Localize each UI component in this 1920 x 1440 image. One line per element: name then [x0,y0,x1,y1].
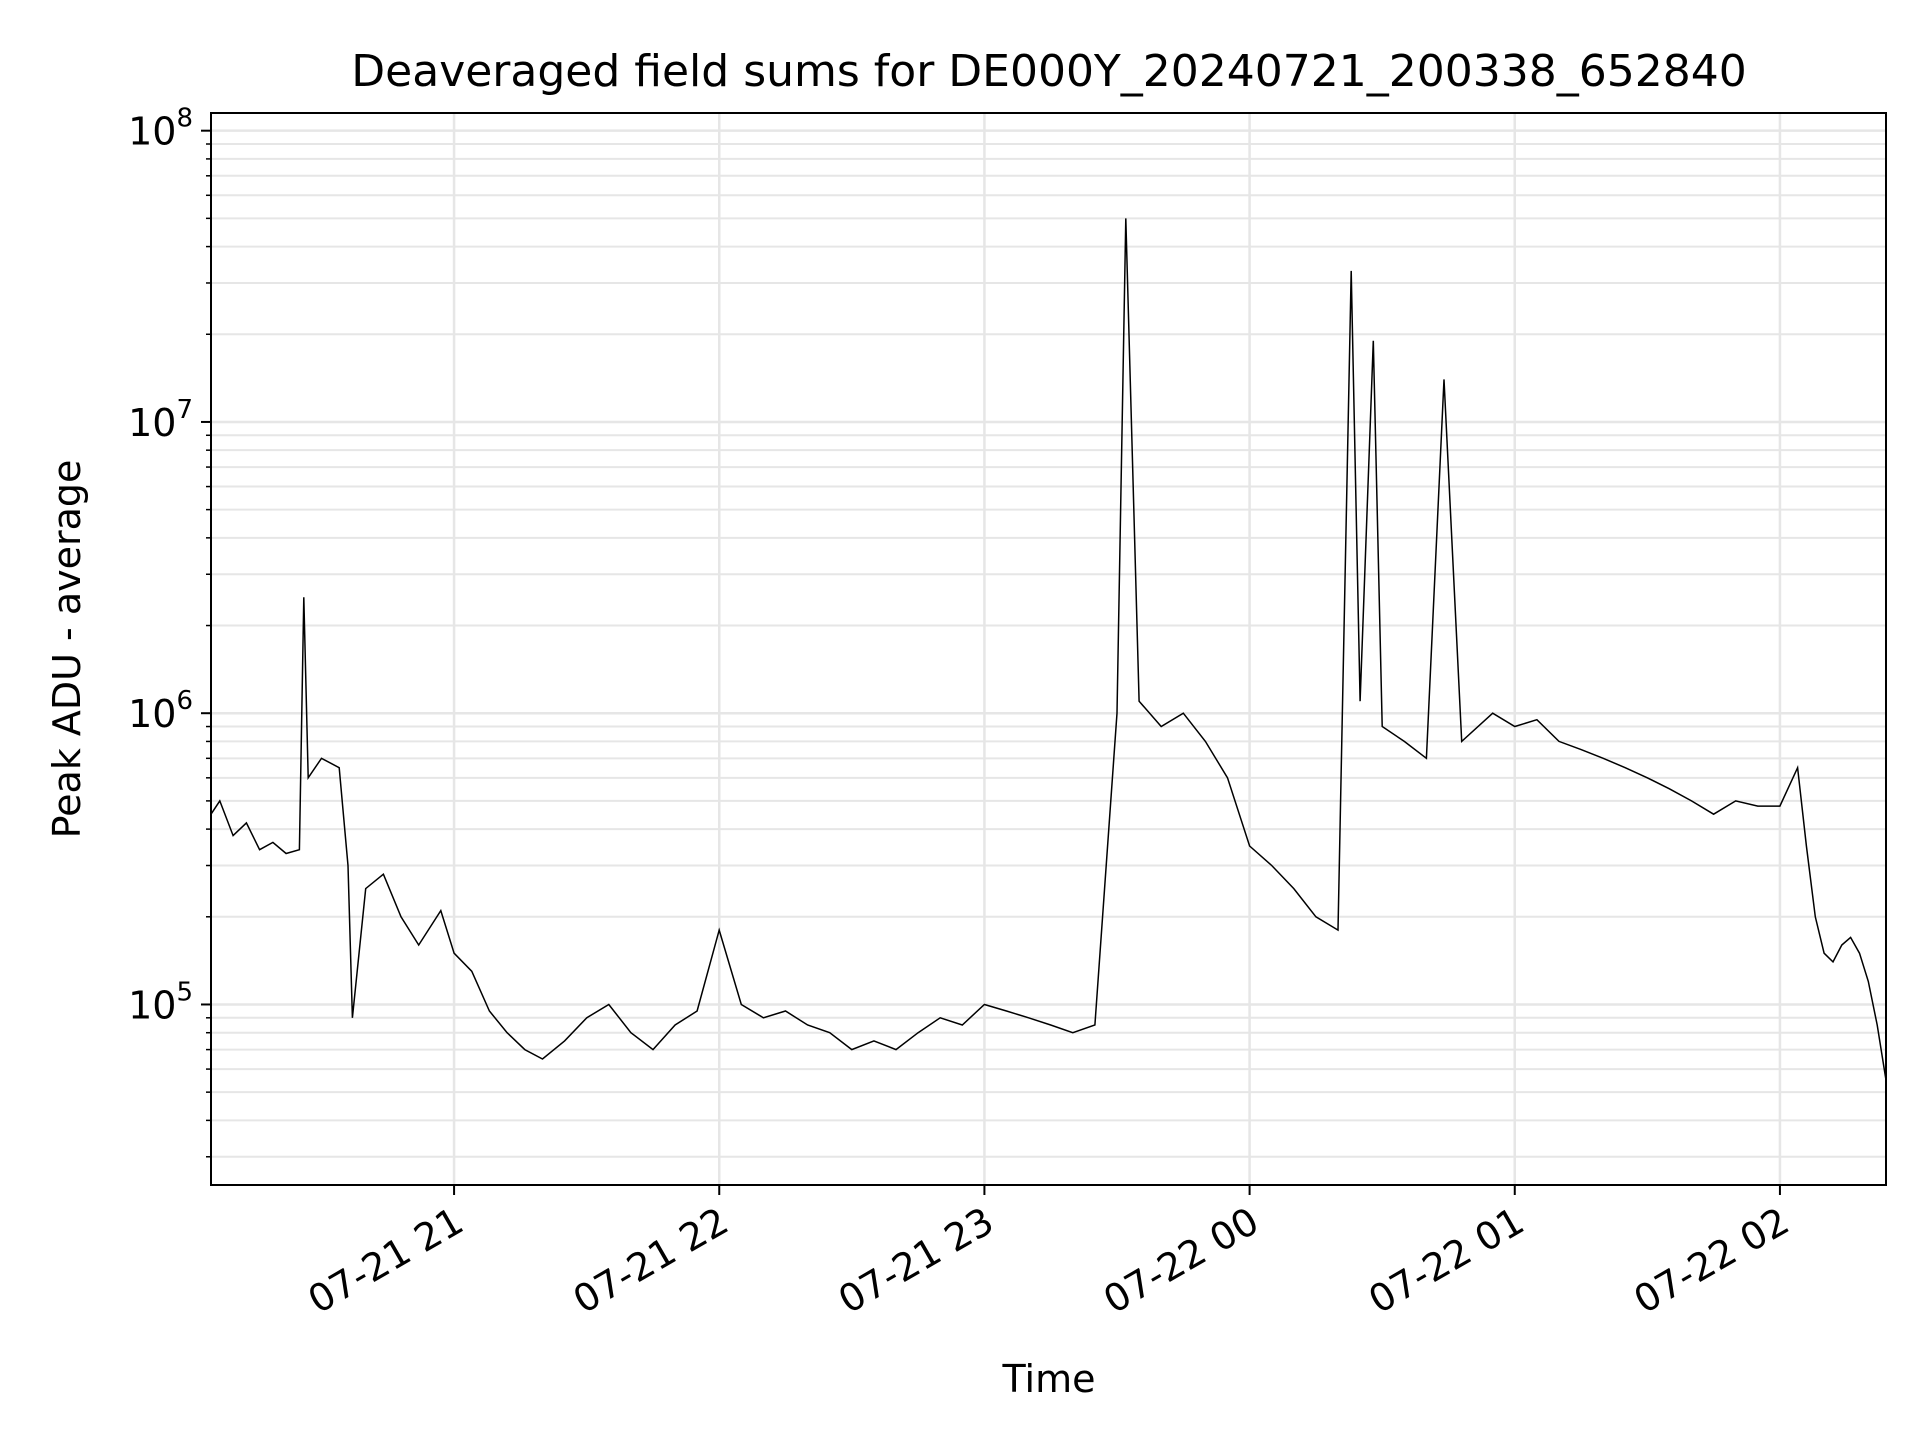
y-tick-base: 10 [128,983,176,1027]
y-tick-label: 108 [128,104,193,154]
y-tick-label: 105 [128,977,193,1027]
plot-frame [210,112,1887,1186]
x-axis-label: Time [1002,1357,1096,1401]
y-tick-base: 10 [128,692,176,736]
y-tick-exponent: 5 [176,977,193,1007]
chart-title: Deaveraged field sums for DE000Y_2024072… [351,46,1746,97]
y-tick-base: 10 [128,110,176,154]
y-tick-exponent: 7 [176,395,193,425]
y-tick-exponent: 6 [176,686,193,716]
grid [211,113,1886,1185]
y-axis-label: Peak ADU - average [45,460,89,839]
y-tick-label: 107 [128,395,193,445]
y-tick-label: 106 [128,686,193,736]
y-tick-exponent: 8 [176,104,193,134]
y-tick-base: 10 [128,401,176,445]
data-line [210,218,1887,1081]
data-layer [210,218,1887,1081]
